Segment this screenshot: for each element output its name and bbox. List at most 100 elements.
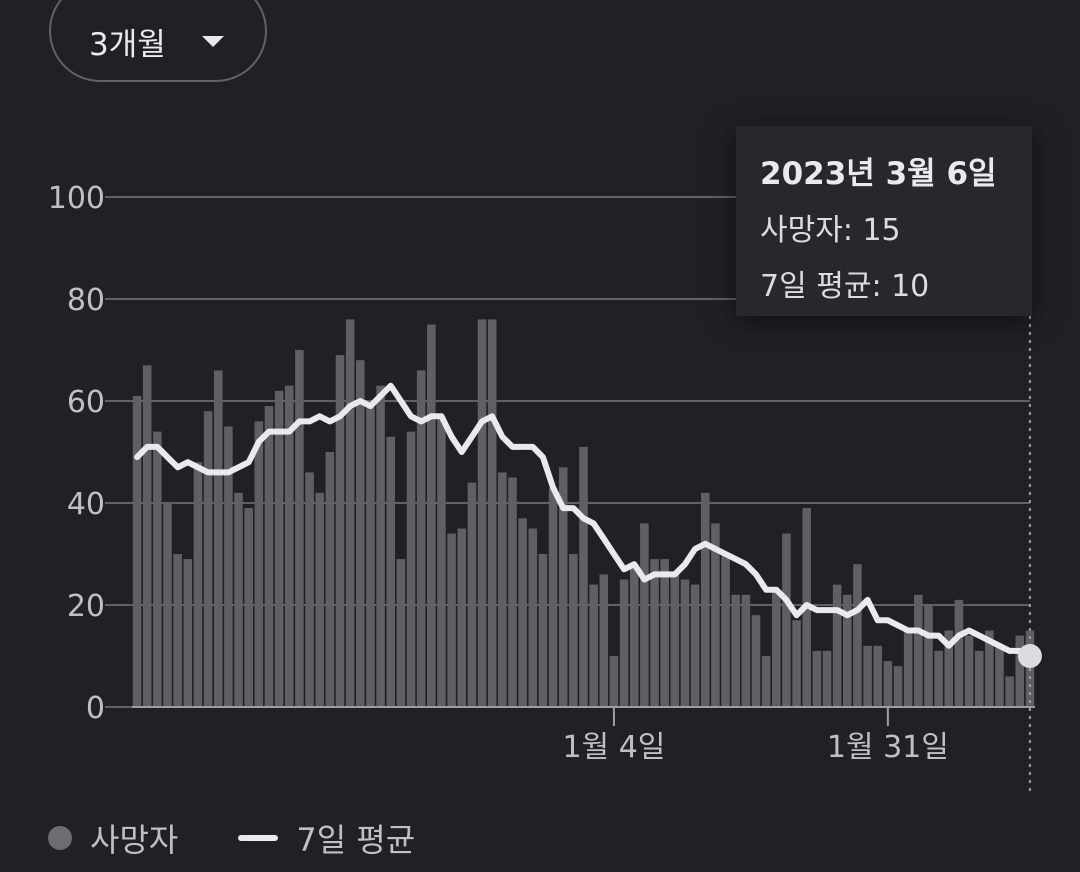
legend-line-label: 7일 평균 <box>296 821 416 859</box>
bar <box>193 462 203 707</box>
bar <box>974 650 984 707</box>
bar <box>954 599 964 707</box>
bar <box>315 492 324 707</box>
bar <box>406 431 416 707</box>
y-tick-label: 0 <box>86 691 105 726</box>
x-tick-label: 1월 31일 <box>827 730 949 765</box>
bar <box>213 370 223 707</box>
bar <box>924 605 933 707</box>
bar <box>569 554 578 707</box>
range-selector-label: 3개월 <box>89 26 166 63</box>
bar <box>731 594 740 707</box>
bar <box>640 523 649 707</box>
bar <box>903 630 913 707</box>
bar <box>964 635 974 707</box>
bar <box>1005 676 1014 707</box>
tooltip-date: 2023년 3월 6일 <box>760 156 997 192</box>
bar <box>700 492 710 707</box>
bar <box>863 645 872 707</box>
bar <box>650 559 659 707</box>
bar <box>244 508 253 707</box>
bar <box>224 426 233 707</box>
bar <box>853 564 862 707</box>
chart-tooltip: 2023년 3월 6일 사망자: 15 7일 평균: 10 <box>736 126 1032 316</box>
avg-line <box>134 382 1033 659</box>
bar <box>1015 635 1025 707</box>
bar <box>467 482 477 707</box>
bar <box>883 661 893 707</box>
y-tick-label: 40 <box>67 487 105 522</box>
bar <box>366 406 375 707</box>
bar <box>416 370 426 707</box>
bar <box>183 559 193 707</box>
tooltip-deaths-value: 15 <box>862 213 901 248</box>
caret-down-icon <box>201 35 224 47</box>
bar <box>457 528 467 707</box>
bar <box>203 411 213 707</box>
bar <box>498 472 507 707</box>
bar <box>711 523 720 707</box>
bar <box>386 436 395 707</box>
bar <box>477 319 487 707</box>
bar <box>934 650 943 707</box>
bar <box>985 630 994 707</box>
bar <box>680 579 690 707</box>
range-selector-button[interactable]: 3개월 <box>49 0 267 82</box>
bar <box>599 574 609 707</box>
bar <box>792 620 801 707</box>
y-tick-label: 60 <box>67 385 105 420</box>
bar <box>264 406 274 707</box>
bar <box>609 656 619 707</box>
bar <box>670 574 680 707</box>
legend-bars-label: 사망자 <box>90 821 179 859</box>
bar <box>508 477 517 707</box>
bar <box>579 446 588 707</box>
bar <box>873 645 883 707</box>
legend-line-swatch-icon <box>238 835 279 841</box>
bar <box>335 355 345 707</box>
bar <box>741 594 751 707</box>
bar <box>427 324 436 707</box>
legend-bar-swatch-icon <box>48 826 72 850</box>
bar <box>447 533 456 707</box>
bar <box>295 350 304 707</box>
bar <box>284 385 294 707</box>
tooltip-average: 7일 평균: 10 <box>760 269 930 304</box>
y-tick-label: 80 <box>67 283 105 318</box>
bar <box>345 319 355 707</box>
bar <box>396 559 406 707</box>
bar <box>163 503 172 707</box>
chart-legend: 사망자 7일 평균 <box>48 815 415 861</box>
bar <box>274 390 284 707</box>
bar <box>751 615 761 707</box>
tooltip-average-label: 7일 평균 <box>760 269 872 304</box>
y-tick-label: 20 <box>67 589 105 624</box>
hover-point <box>1017 644 1042 668</box>
tooltip-deaths: 사망자: 15 <box>760 213 901 248</box>
bar <box>528 528 538 707</box>
bar <box>234 492 243 707</box>
bar <box>761 656 771 707</box>
bar <box>822 650 832 707</box>
bar <box>843 594 852 707</box>
bar <box>538 554 548 707</box>
y-tick-label: 100 <box>48 181 105 216</box>
bar <box>721 554 730 707</box>
x-tick-label: 1월 4일 <box>562 730 665 765</box>
bar <box>558 467 568 707</box>
bar <box>153 431 162 707</box>
bar <box>914 594 923 707</box>
bar <box>518 518 527 707</box>
bar <box>132 395 142 707</box>
bar <box>325 452 335 707</box>
bar <box>944 630 954 707</box>
bar <box>376 385 385 707</box>
bar <box>487 319 497 707</box>
bar <box>548 487 558 707</box>
bar <box>173 554 182 707</box>
bar <box>772 589 781 707</box>
bar <box>254 421 264 707</box>
bar <box>305 472 314 707</box>
bar <box>142 365 152 707</box>
